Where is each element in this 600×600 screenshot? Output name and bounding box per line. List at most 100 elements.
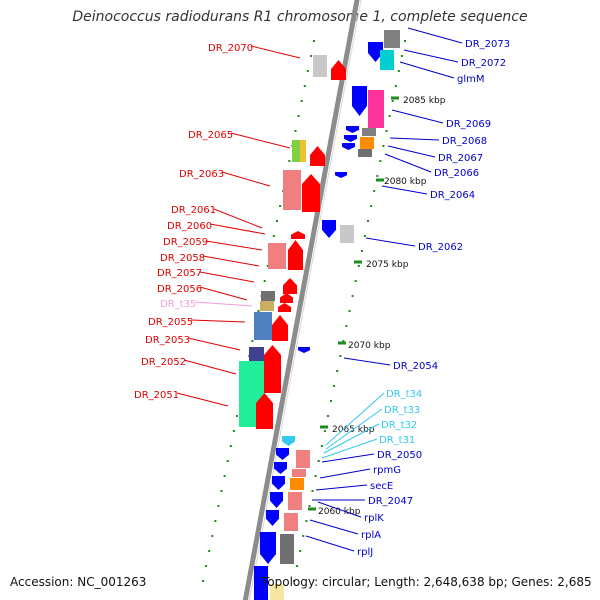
leader-line [187, 337, 241, 351]
leader-line [209, 223, 266, 235]
track-dot [373, 190, 376, 192]
gene-label-dr-2053: DR_2053 [145, 335, 190, 346]
track-dot [266, 265, 269, 267]
leader-line [317, 501, 362, 518]
gene-arrow [346, 126, 359, 133]
track-dot [202, 580, 205, 582]
gene-arrow [278, 303, 291, 312]
track-dot [370, 205, 373, 207]
track-dot [351, 295, 354, 297]
gene-label-rpla: rplA [361, 530, 381, 541]
gene-block [280, 534, 294, 564]
gene-label-sece: secE [370, 481, 393, 492]
track-dot [330, 400, 332, 402]
gene-block [288, 492, 302, 510]
leader-line [387, 145, 436, 158]
gene-block [340, 225, 354, 243]
track-dot [223, 475, 226, 477]
track-dot [313, 40, 315, 42]
gene-label-dr-t35: DR_t35 [160, 299, 196, 310]
track-dot [300, 100, 303, 102]
track-dot [279, 205, 282, 207]
gene-label-dr-2070: DR_2070 [208, 43, 253, 54]
leader-line [389, 137, 440, 141]
gene-arrow [260, 532, 276, 564]
track-dot [306, 70, 309, 72]
backbone-highlight [248, 0, 362, 600]
gene-arrow [322, 220, 336, 238]
gene-arrow [344, 135, 357, 142]
leader-line [250, 45, 301, 59]
gene-arrow [291, 231, 305, 239]
track-dot [360, 250, 363, 252]
track-dot [404, 40, 406, 42]
gene-label-dr-t32: DR_t32 [381, 420, 417, 431]
gene-label-dr-2067: DR_2067 [438, 153, 483, 164]
leader-line [176, 392, 229, 407]
gene-block [300, 140, 306, 162]
track-dot [317, 460, 320, 462]
gene-arrow [264, 345, 281, 393]
genome-summary: Topology: circular; Length: 2,648,638 bp… [262, 575, 592, 589]
gene-label-rplk: rplK [364, 513, 384, 524]
track-dot [257, 310, 260, 312]
gene-arrow [276, 448, 289, 460]
gene-label-dr-2068: DR_2068 [442, 136, 487, 147]
track-dot [309, 55, 312, 57]
track-dot [272, 235, 275, 237]
leader-line [321, 453, 375, 463]
gene-block [254, 566, 268, 600]
gene-label-dr-2062: DR_2062 [418, 242, 463, 253]
leader-line [199, 271, 255, 283]
gene-label-rplj: rplJ [357, 547, 373, 558]
track-dot [205, 565, 208, 567]
track-dot [302, 535, 305, 537]
gene-arrow [272, 315, 288, 341]
track-dot [288, 160, 291, 162]
gene-block [368, 90, 384, 128]
gene-label-dr-2052: DR_2052 [141, 357, 186, 368]
track-dot [348, 310, 351, 312]
track-dot [339, 355, 342, 357]
gene-label-dr-2057: DR_2057 [157, 268, 202, 279]
gene-arrow [280, 293, 293, 303]
gene-label-dr-2063: DR_2063 [179, 169, 224, 180]
track-dot [296, 565, 299, 567]
gene-label-dr-2050: DR_2050 [377, 450, 422, 461]
leader-line [321, 438, 378, 459]
leader-line [309, 519, 359, 535]
gene-arrow [302, 174, 320, 212]
track-dot [229, 445, 232, 447]
gene-arrow [256, 393, 273, 429]
gene-block [260, 301, 274, 311]
gene-arrow [335, 172, 347, 178]
gene-label-dr-2051: DR_2051 [134, 390, 179, 401]
gene-label-dr-2056: DR_2056 [157, 284, 202, 295]
gene-label-dr-t34: DR_t34 [386, 389, 422, 400]
gene-block [380, 50, 394, 70]
gene-arrow [272, 476, 285, 490]
track-dot [382, 145, 385, 147]
track-dot [214, 520, 217, 522]
gene-label-dr-2073: DR_2073 [465, 39, 510, 50]
track-dot [342, 340, 345, 342]
leader-line [399, 61, 455, 79]
track-dot [305, 520, 308, 522]
track-dot [217, 505, 220, 507]
track-dot [276, 220, 278, 222]
gene-arrow [274, 462, 287, 474]
gene-block [254, 312, 272, 340]
gene-label-dr-2066: DR_2066 [434, 168, 479, 179]
track-dot [379, 160, 382, 162]
leader-line [205, 240, 263, 251]
gene-block [296, 450, 310, 468]
gene-arrow [331, 60, 346, 80]
track-dot [299, 550, 302, 552]
leader-line [325, 408, 383, 450]
gene-label-dr-2059: DR_2059 [163, 237, 208, 248]
gene-block [249, 347, 264, 361]
gene-label-dr-2060: DR_2060 [167, 221, 212, 232]
leader-line [221, 171, 271, 187]
leader-line [343, 357, 391, 366]
